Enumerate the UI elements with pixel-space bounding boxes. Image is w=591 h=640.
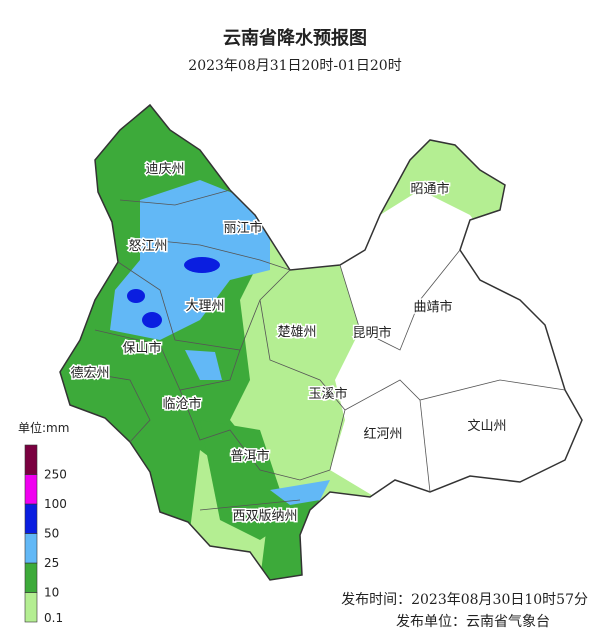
- region-label: 曲靖市: [413, 299, 452, 315]
- region-label: 保山市: [122, 340, 161, 356]
- region-label: 丽江市: [223, 220, 262, 236]
- legend-label: 0.1: [44, 611, 63, 625]
- legend-title: 单位:mm: [18, 420, 69, 435]
- region-label: 临沧市: [162, 396, 201, 412]
- prefecture-borders: [69, 189, 566, 511]
- region-label: 大理州: [185, 299, 224, 314]
- region-label: 红河州: [363, 426, 402, 442]
- issue-time: 发布时间：2023年08月30日10时57分: [341, 592, 588, 608]
- legend-swatch: [24, 592, 38, 623]
- map-title: 云南省降水预报图: [223, 27, 367, 49]
- legend-swatch: [24, 444, 38, 475]
- region-label: 普洱市: [230, 448, 269, 464]
- legend-swatch: [24, 562, 38, 593]
- legend-label: 250: [44, 468, 67, 482]
- region-label: 德宏州: [70, 366, 109, 381]
- region-label: 楚雄州: [277, 325, 316, 340]
- region-label: 西双版纳州: [232, 509, 297, 524]
- region-label: 昭通市: [410, 181, 449, 197]
- legend-swatch: [24, 503, 38, 534]
- province-border: [59, 103, 583, 581]
- region-label: 迪庆州: [145, 162, 184, 177]
- issuer: 发布单位：云南省气象台: [396, 614, 550, 630]
- map-subtitle: 2023年08月31日20时-01日20时: [188, 58, 401, 74]
- region-label: 怒江州: [128, 239, 167, 254]
- legend: 单位:mm 0.1 10 25 50 100 250: [18, 420, 69, 625]
- legend-label: 50: [44, 527, 59, 541]
- legend-label: 25: [44, 556, 59, 570]
- legend-label: 100: [44, 497, 67, 511]
- region-label: 昆明市: [352, 325, 391, 341]
- region-label: 玉溪市: [308, 386, 347, 402]
- legend-label: 10: [44, 586, 59, 600]
- legend-swatch: [24, 474, 38, 505]
- legend-swatch: [24, 533, 38, 564]
- region-label: 文山州: [467, 419, 506, 434]
